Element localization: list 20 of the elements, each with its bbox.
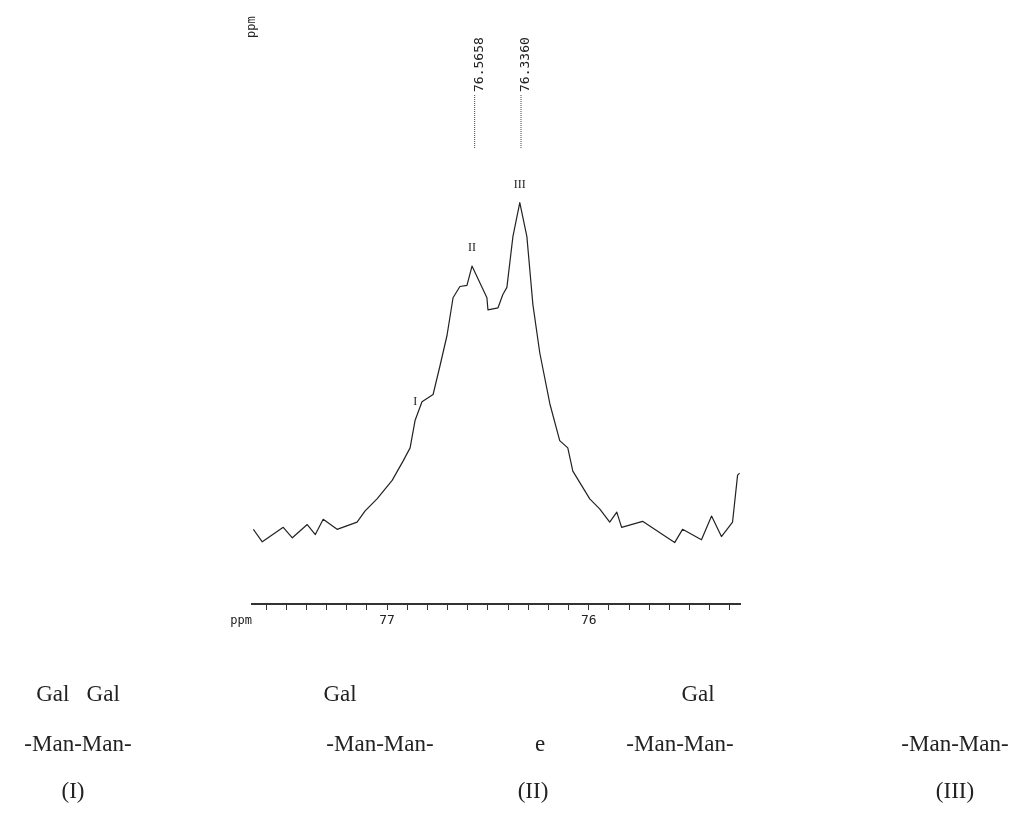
annotation: 76.5658 xyxy=(471,37,487,92)
annotation: 76.3360 xyxy=(517,37,533,92)
annotation: I xyxy=(413,394,418,409)
text: e xyxy=(534,731,546,757)
text: ppm xyxy=(244,16,258,38)
text: -Man-Man- xyxy=(24,731,132,757)
annotation: II xyxy=(468,240,476,255)
text: (II) xyxy=(517,778,549,804)
x-tick-label: 77 xyxy=(379,612,395,628)
text: -Man-Man- xyxy=(901,731,1009,757)
text: Gal xyxy=(681,681,715,707)
text: -Man-Man- xyxy=(326,731,434,757)
text: (III) xyxy=(935,778,975,804)
text: -Man-Man- xyxy=(626,731,734,757)
x-tick-label: 76 xyxy=(580,612,597,628)
text: Gal Gal xyxy=(36,681,120,707)
x-axis-title: ppm xyxy=(230,612,252,627)
annotation: III xyxy=(513,176,526,191)
text: (I) xyxy=(61,778,85,804)
text: Gal xyxy=(323,681,357,707)
